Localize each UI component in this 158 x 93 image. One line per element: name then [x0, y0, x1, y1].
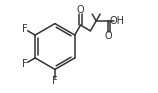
Text: F: F: [52, 76, 58, 86]
Text: O: O: [77, 5, 84, 15]
Text: O: O: [105, 31, 112, 41]
Text: OH: OH: [109, 16, 124, 26]
Text: F: F: [22, 59, 28, 69]
Text: F: F: [22, 24, 28, 34]
